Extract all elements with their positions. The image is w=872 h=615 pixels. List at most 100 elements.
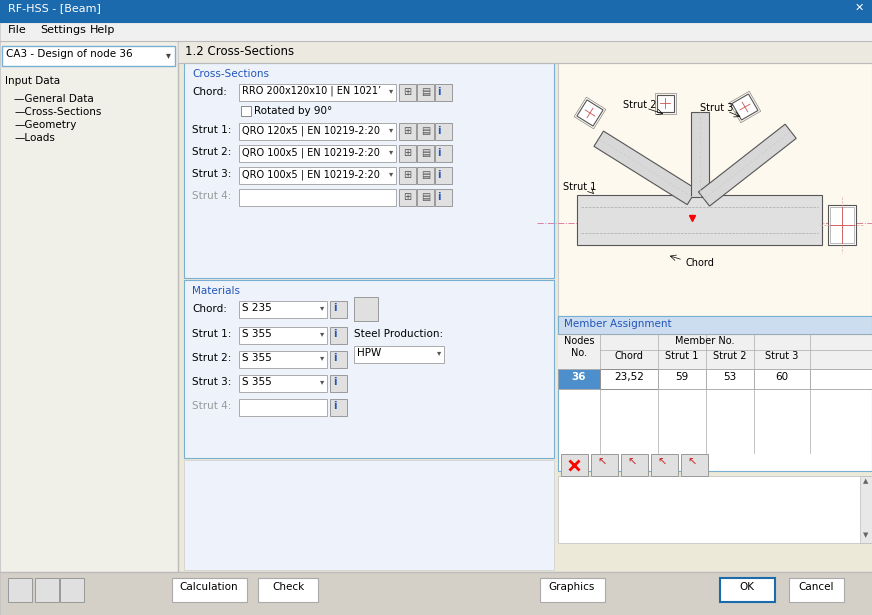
- Text: Materials: Materials: [192, 286, 240, 296]
- Polygon shape: [698, 124, 796, 206]
- Text: —Cross-Sections: —Cross-Sections: [14, 107, 101, 117]
- Bar: [828, 205, 856, 245]
- Text: ▾: ▾: [389, 147, 393, 156]
- Text: Strut 1: Strut 1: [563, 182, 596, 192]
- Bar: [60, 578, 84, 602]
- Polygon shape: [732, 94, 758, 120]
- Bar: [435, 167, 452, 184]
- Text: Cancel: Cancel: [798, 582, 834, 592]
- Bar: [239, 399, 327, 416]
- Bar: [184, 63, 554, 278]
- Text: i: i: [333, 329, 337, 339]
- Text: RRO 200x120x10 | EN 1021’: RRO 200x120x10 | EN 1021’: [242, 86, 381, 97]
- Text: ⊞: ⊞: [403, 126, 411, 136]
- Bar: [35, 578, 59, 602]
- Bar: [239, 167, 396, 184]
- Bar: [417, 145, 434, 162]
- Text: ✕: ✕: [855, 3, 864, 13]
- Bar: [330, 399, 347, 416]
- Text: Chord:: Chord:: [192, 304, 227, 314]
- Bar: [239, 84, 396, 101]
- Text: S 235: S 235: [242, 303, 272, 313]
- Text: ▤: ▤: [421, 126, 430, 136]
- Text: 53: 53: [724, 372, 737, 382]
- Text: ▾: ▾: [389, 169, 393, 178]
- Text: i: i: [333, 401, 337, 411]
- Text: i: i: [333, 377, 337, 387]
- Text: Cross-Sections: Cross-Sections: [192, 69, 269, 79]
- Bar: [600, 369, 658, 389]
- Text: Chord:: Chord:: [192, 87, 227, 97]
- Text: RF-HSS - [Beam]: RF-HSS - [Beam]: [8, 3, 101, 13]
- Text: QRO 120x5 | EN 10219-2:20: QRO 120x5 | EN 10219-2:20: [242, 125, 380, 135]
- Polygon shape: [594, 131, 697, 205]
- Text: Strut 3: Strut 3: [766, 351, 799, 361]
- Bar: [258, 578, 318, 602]
- Bar: [681, 454, 708, 476]
- Bar: [860, 476, 872, 543]
- Text: OK: OK: [739, 582, 754, 592]
- Text: i: i: [437, 148, 440, 158]
- Text: ⊞: ⊞: [403, 192, 411, 202]
- Bar: [558, 63, 872, 318]
- Bar: [8, 578, 32, 602]
- Text: Check: Check: [272, 582, 304, 592]
- Bar: [0, 572, 872, 615]
- Text: Strut 2:: Strut 2:: [192, 147, 231, 157]
- Bar: [0, 0, 872, 22]
- Bar: [0, 41, 178, 572]
- Text: Steel Production:: Steel Production:: [354, 329, 443, 339]
- Text: Member No.: Member No.: [675, 336, 735, 346]
- Text: ↖: ↖: [597, 458, 606, 468]
- Bar: [184, 280, 554, 458]
- Text: Help: Help: [90, 25, 115, 35]
- Text: ↖: ↖: [687, 458, 697, 468]
- Bar: [399, 167, 416, 184]
- Text: QRO 100x5 | EN 10219-2:20: QRO 100x5 | EN 10219-2:20: [242, 147, 380, 157]
- Bar: [239, 301, 327, 318]
- Text: ▤: ▤: [421, 192, 430, 202]
- Bar: [810, 369, 872, 389]
- Text: Nodes
No.: Nodes No.: [564, 336, 594, 357]
- Bar: [417, 189, 434, 206]
- Bar: [720, 578, 775, 602]
- Text: ▾: ▾: [389, 86, 393, 95]
- Text: ⊞: ⊞: [403, 170, 411, 180]
- Text: QRO 100x5 | EN 10219-2:20: QRO 100x5 | EN 10219-2:20: [242, 169, 380, 180]
- Text: ▾: ▾: [320, 329, 324, 338]
- Text: ▤: ▤: [421, 87, 430, 97]
- Bar: [239, 189, 396, 206]
- Bar: [558, 369, 600, 389]
- Text: ▾: ▾: [320, 353, 324, 362]
- Text: CA3 - Design of node 36: CA3 - Design of node 36: [6, 49, 133, 59]
- Text: Strut 1:: Strut 1:: [192, 329, 231, 339]
- Bar: [591, 454, 618, 476]
- Text: —Loads: —Loads: [14, 133, 55, 143]
- Bar: [558, 316, 872, 334]
- Bar: [706, 369, 754, 389]
- Text: i: i: [437, 87, 440, 97]
- Bar: [577, 195, 822, 245]
- Text: i: i: [333, 353, 337, 363]
- Text: Graphics: Graphics: [548, 582, 596, 592]
- Bar: [789, 578, 844, 602]
- Text: i: i: [437, 126, 440, 136]
- Bar: [330, 351, 347, 368]
- Bar: [417, 84, 434, 101]
- Text: Chord: Chord: [685, 258, 714, 268]
- Text: ↖: ↖: [657, 458, 666, 468]
- Text: 1.2 Cross-Sections: 1.2 Cross-Sections: [185, 45, 294, 58]
- Bar: [0, 22, 872, 41]
- Text: S 355: S 355: [242, 353, 272, 363]
- Bar: [239, 351, 327, 368]
- Text: Rotated by 90°: Rotated by 90°: [254, 106, 332, 116]
- Bar: [239, 145, 396, 162]
- Text: ▤: ▤: [421, 148, 430, 158]
- Bar: [330, 375, 347, 392]
- Bar: [435, 84, 452, 101]
- Bar: [435, 123, 452, 140]
- Text: Settings: Settings: [40, 25, 85, 35]
- Text: 36: 36: [572, 372, 586, 382]
- Bar: [399, 145, 416, 162]
- Text: 23,52: 23,52: [614, 372, 644, 382]
